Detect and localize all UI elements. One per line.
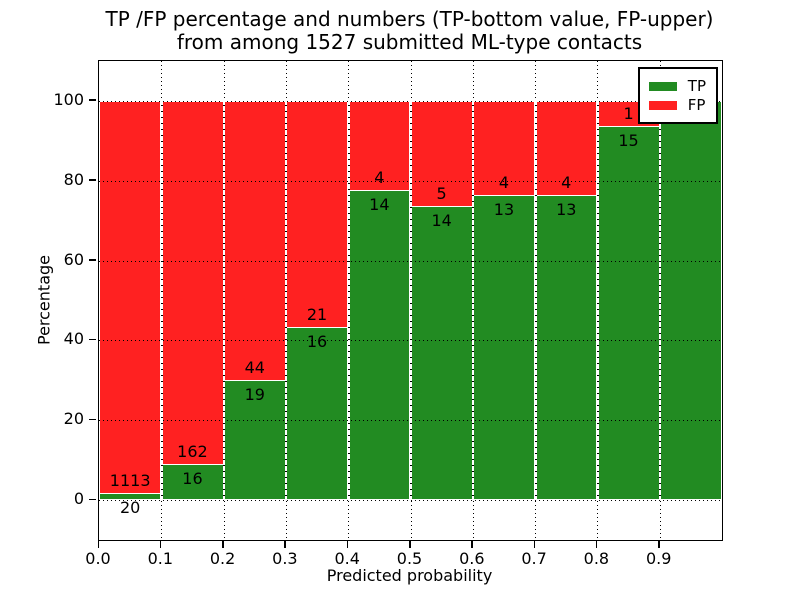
x-tick-label: 0.0 (85, 549, 111, 568)
tp-count-label: 13 (556, 199, 577, 219)
x-tick-mark (533, 541, 536, 548)
x-tick-mark (346, 541, 349, 548)
y-tick-label: 60 (63, 249, 84, 269)
bar-segment-fp (223, 100, 286, 380)
legend-row: FP (648, 96, 706, 114)
fp-count-label: 1 (623, 103, 634, 123)
gridline-vertical-bar-dash (596, 100, 599, 501)
gridline-vertical (659, 61, 662, 540)
bar-segment-tp (472, 194, 536, 501)
fp-count-label: 4 (561, 172, 572, 192)
gridline-vertical (534, 61, 537, 540)
fp-count-label: 4 (498, 172, 510, 192)
legend: TP FP (637, 67, 718, 124)
x-tick-mark (284, 541, 286, 548)
fp-count-label: 1113 (109, 471, 151, 491)
legend-row: TP (648, 77, 706, 95)
y-tick-mark (89, 99, 96, 101)
y-tick-mark (89, 179, 96, 181)
bar-segment-tp (348, 189, 411, 501)
y-tick-label: 40 (63, 329, 84, 349)
gridline-vertical-bar-dash (160, 100, 163, 501)
tp-count-label: 16 (306, 332, 328, 352)
x-tick-mark (595, 541, 598, 548)
y-tick-label: 0 (73, 489, 84, 509)
bar-segment-fp (472, 100, 536, 195)
legend-swatch-tp (648, 81, 677, 91)
gridline-vertical (160, 61, 163, 540)
bar-segment-tp (99, 493, 162, 501)
legend-label-fp: FP (687, 96, 706, 114)
legend-label-tp: TP (687, 77, 706, 95)
legend-swatch-fp (648, 100, 677, 110)
fp-count-label: 5 (436, 183, 447, 203)
x-tick-label: 0.8 (583, 549, 610, 568)
fp-count-label: 4 (374, 167, 385, 187)
y-tick-mark (89, 259, 96, 261)
y-tick-label: 20 (63, 409, 84, 429)
tp-count-label: 14 (431, 210, 452, 230)
fp-count-label: 44 (244, 357, 265, 377)
y-tick-label: 100 (53, 89, 84, 109)
plot-area: 1113201621644192116414514413413115029 TP… (98, 60, 723, 541)
gridline-vertical-bar-dash (659, 100, 662, 501)
x-tick-mark (658, 541, 660, 548)
x-tick-mark (159, 541, 162, 548)
x-tick-mark (222, 541, 224, 548)
gridline-vertical (472, 61, 475, 540)
gridline-vertical-bar-dash (534, 100, 537, 501)
fp-count-label: 162 (177, 442, 208, 462)
y-axis-label: Percentage (34, 254, 54, 346)
gridline-vertical (223, 61, 226, 540)
x-axis-label: Predicted probability (326, 566, 493, 585)
gridline-vertical-bar-dash (223, 100, 226, 501)
chart-title-line1: TP /FP percentage and numbers (TP-bottom… (105, 7, 714, 31)
x-tick-label: 0.6 (459, 549, 485, 568)
chart-title-line2: from among 1527 submitted ML-type contac… (176, 30, 643, 54)
x-tick-mark (409, 541, 411, 548)
tp-count-label: 20 (119, 498, 141, 518)
x-tick-label: 0.9 (645, 549, 672, 568)
x-tick-label: 0.1 (147, 549, 174, 568)
bar-segment-tp (535, 194, 598, 501)
gridline-vertical-bar-dash (410, 100, 412, 501)
y-tick-mark (89, 418, 96, 421)
x-tick-mark (471, 541, 473, 548)
bar-segment-fp (285, 100, 349, 328)
bar-segment-tp (285, 327, 349, 501)
tp-count-label: 19 (244, 384, 265, 404)
gridline-vertical (596, 61, 599, 540)
bar-segment-fp (410, 100, 473, 206)
y-tick-mark (89, 338, 96, 341)
gridline-vertical (410, 61, 412, 540)
tp-count-label: 13 (493, 199, 515, 219)
bar-segment-fp (161, 100, 224, 465)
gridline-vertical-bar-dash (285, 100, 288, 501)
tp-count-label: 15 (618, 130, 639, 150)
fp-count-label: 21 (306, 305, 328, 325)
bar-segment-fp (99, 100, 162, 494)
gridline-vertical (347, 61, 350, 540)
x-tick-label: 0.3 (272, 549, 298, 568)
gridline-vertical-bar-dash (472, 100, 475, 501)
y-tick-label: 80 (63, 169, 84, 189)
x-tick-label: 0.5 (396, 549, 423, 568)
bar-segment-tp (597, 125, 660, 501)
tp-count-label: 14 (369, 194, 390, 214)
tp-count-label: 16 (182, 469, 203, 489)
x-tick-label: 0.2 (209, 549, 236, 568)
bar-segment-tp (410, 205, 473, 501)
bar-segment-tp (659, 100, 722, 501)
x-tick-label: 0.7 (521, 549, 547, 568)
x-tick-label: 0.4 (334, 549, 360, 568)
y-tick-mark (89, 498, 96, 501)
x-tick-mark (97, 541, 99, 548)
gridline-vertical-bar-dash (347, 100, 350, 501)
gridline-vertical (285, 61, 288, 540)
